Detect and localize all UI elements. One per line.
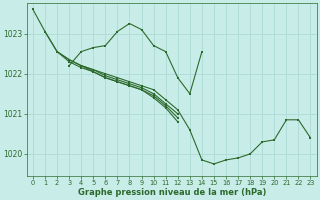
X-axis label: Graphe pression niveau de la mer (hPa): Graphe pression niveau de la mer (hPa) bbox=[77, 188, 266, 197]
